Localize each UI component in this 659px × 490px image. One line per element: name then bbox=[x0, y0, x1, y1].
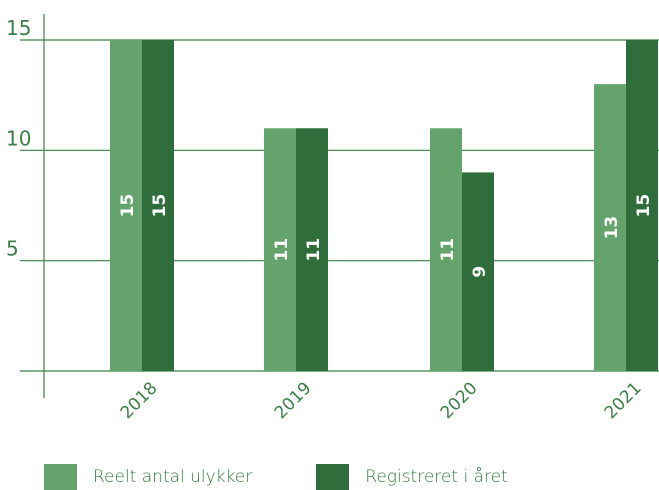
legend-swatch-series-1 bbox=[44, 464, 77, 490]
y-tick-label-15: 15 bbox=[6, 16, 31, 40]
bar-2021-series-1 bbox=[594, 84, 626, 371]
x-tick-labels: 2018 2019 2020 2021 bbox=[117, 378, 646, 423]
bar-2020-series-2 bbox=[462, 172, 494, 371]
bar-chart: 5 10 15 15 15 11 11 11 9 13 15 2018 2019 2020 2021 bbox=[6, 14, 659, 423]
bar-2018-series-2 bbox=[142, 40, 174, 371]
data-label-2021-series-1: 13 bbox=[602, 216, 622, 240]
legend-item-series-1: Reelt antal ulykker bbox=[44, 464, 252, 490]
data-label-2020-series-2: 9 bbox=[470, 266, 490, 278]
data-label-2019-series-2: 11 bbox=[304, 238, 324, 262]
bar-2019-series-2 bbox=[296, 128, 328, 371]
bar-2019-series-1 bbox=[264, 128, 296, 371]
legend-swatch-series-2 bbox=[316, 464, 350, 490]
y-axis: 5 10 15 bbox=[6, 14, 45, 398]
legend-item-series-2: Registreret i året bbox=[316, 464, 508, 490]
x-tick-label-2021: 2021 bbox=[601, 378, 646, 423]
bar-2021-series-2 bbox=[626, 40, 658, 371]
bars bbox=[110, 40, 658, 371]
data-label-2018-series-2: 15 bbox=[150, 194, 170, 218]
bar-2018-series-1 bbox=[110, 40, 142, 371]
y-tick-label-10: 10 bbox=[6, 126, 31, 150]
data-label-2021-series-2: 15 bbox=[634, 194, 654, 218]
data-label-2019-series-1: 11 bbox=[272, 238, 292, 262]
bar-2020-series-1 bbox=[430, 128, 462, 371]
data-label-2020-series-1: 11 bbox=[438, 238, 458, 262]
legend-label-series-2: Registreret i året bbox=[365, 467, 508, 487]
legend: Reelt antal ulykker Registreret i året bbox=[44, 464, 508, 490]
x-tick-label-2020: 2020 bbox=[437, 378, 482, 423]
legend-label-series-1: Reelt antal ulykker bbox=[93, 467, 253, 487]
x-tick-label-2019: 2019 bbox=[271, 378, 316, 423]
data-labels: 15 15 11 11 11 9 13 15 bbox=[118, 194, 654, 278]
x-tick-label-2018: 2018 bbox=[117, 378, 162, 423]
data-label-2018-series-1: 15 bbox=[118, 194, 138, 218]
y-tick-label-5: 5 bbox=[6, 237, 19, 261]
